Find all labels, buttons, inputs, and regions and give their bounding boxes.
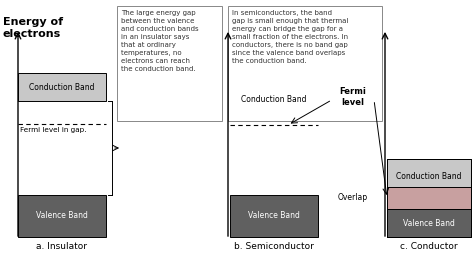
Bar — [230, 195, 318, 237]
Text: The large energy gap
between the valence
and conduction bands
in an insulator sa: The large energy gap between the valence… — [121, 10, 199, 72]
Text: Fermi
level: Fermi level — [339, 87, 366, 107]
Text: Conduction Band: Conduction Band — [29, 83, 95, 91]
Text: Conduction Band: Conduction Band — [241, 95, 307, 104]
Bar — [228, 6, 382, 121]
Bar — [18, 195, 106, 237]
Text: c. Conductor: c. Conductor — [400, 242, 458, 251]
Bar — [387, 159, 471, 209]
Bar — [332, 83, 374, 111]
Text: Conduction Band: Conduction Band — [396, 172, 462, 181]
Bar — [387, 187, 471, 237]
Bar — [387, 187, 471, 209]
Text: Valence Band: Valence Band — [36, 212, 88, 220]
Text: Overlap: Overlap — [338, 193, 368, 203]
Bar — [387, 159, 471, 209]
Bar — [387, 187, 471, 237]
Bar — [230, 84, 318, 114]
Text: Valence Band: Valence Band — [403, 219, 455, 227]
Text: Valence Band: Valence Band — [248, 212, 300, 220]
Bar — [117, 6, 222, 121]
Text: Fermi level in gap.: Fermi level in gap. — [20, 127, 86, 133]
Text: a. Insulator: a. Insulator — [36, 242, 88, 251]
Text: In semiconductors, the band
gap is small enough that thermal
energy can bridge t: In semiconductors, the band gap is small… — [232, 10, 348, 64]
Bar — [18, 73, 106, 101]
Text: Energy of
electrons: Energy of electrons — [3, 17, 63, 39]
Text: b. Semiconductor: b. Semiconductor — [234, 242, 314, 251]
